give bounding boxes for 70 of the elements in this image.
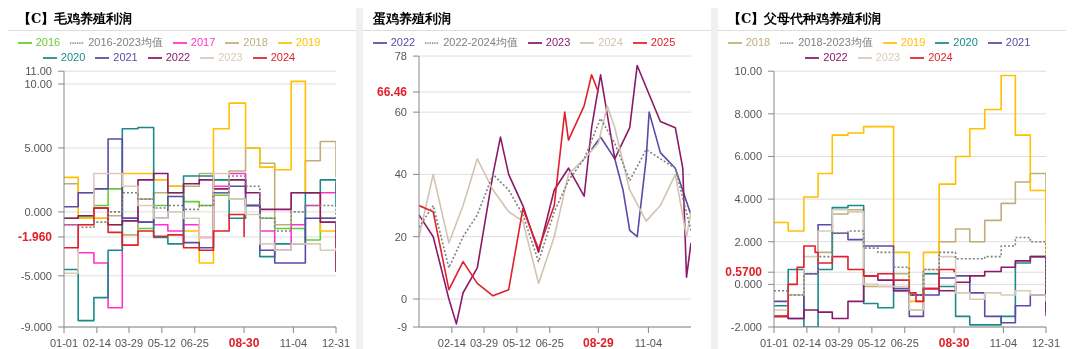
legend-label: 2017 xyxy=(190,36,216,48)
legend-label: 2018-2023均值 xyxy=(798,36,873,48)
x-tick-label: 05-12 xyxy=(147,337,176,349)
x-tick-label: 11-04 xyxy=(989,337,1018,349)
y-tick-label: -5.000 xyxy=(20,269,52,282)
y-tick-label: 11.00 xyxy=(25,65,52,78)
y-tick-label: 10.00 xyxy=(24,77,52,90)
legend-label: 2023 xyxy=(875,51,901,64)
y-tick-label: 0.000 xyxy=(24,205,52,218)
x-tick-label: 06-25 xyxy=(180,337,209,349)
x-tick-label: 01-01 xyxy=(49,337,79,349)
y-tick-label: 40 xyxy=(394,168,407,181)
legend-label: 2021 xyxy=(113,51,138,64)
legend-label: 2021 xyxy=(1005,36,1031,48)
legend-label: 2018 xyxy=(745,36,771,48)
legend-label: 2022 xyxy=(390,36,416,48)
legend-label: 2023 xyxy=(545,36,571,48)
y-tick-label: 4.000 xyxy=(734,193,762,206)
legend-label: 2024 xyxy=(928,51,953,64)
legend-label: 2016 xyxy=(35,36,61,48)
x-tick-label: 11-04 xyxy=(279,337,308,349)
legend-label: 2018 xyxy=(243,36,268,48)
legend-label: 2022 xyxy=(165,51,191,64)
legend-label: 2024 xyxy=(270,51,296,64)
chart-title: 【C】毛鸡养殖利润 xyxy=(8,8,356,31)
y-tick-label: 60 xyxy=(394,106,407,119)
y-tick-label: 5.000 xyxy=(24,141,52,154)
x-tick-label: 02-14 xyxy=(437,337,466,349)
x-tick-label: 02-14 xyxy=(792,337,821,349)
x-tick-label: 05-12 xyxy=(502,337,531,349)
legend-label: 2022 xyxy=(823,51,848,64)
chart-title: 蛋鸡养殖利润 xyxy=(363,8,711,31)
chart-title: 【C】父母代种鸡养殖利润 xyxy=(718,8,1066,31)
y-tick-label: -1.960 xyxy=(17,229,53,244)
x-tick-label: 08-30 xyxy=(938,336,970,349)
x-tick-label: 03-29 xyxy=(469,337,499,349)
x-tick-label: 06-25 xyxy=(535,337,564,349)
y-tick-label: 20 xyxy=(394,230,407,243)
x-tick-label: 06-25 xyxy=(890,337,919,349)
legend-label: 2016-2023均值 xyxy=(88,36,163,48)
legend-label: 2024 xyxy=(598,36,623,48)
legend-label: 2020 xyxy=(60,51,86,64)
x-tick-label: 03-29 xyxy=(114,337,144,349)
x-tick-label: 12-31 xyxy=(1031,337,1061,349)
legend-label: 2025 xyxy=(650,36,676,48)
x-tick-label: 03-29 xyxy=(824,337,854,349)
y-tick-label: 8.000 xyxy=(734,107,762,120)
x-tick-label: 12-31 xyxy=(321,337,351,349)
y-tick-label: -2.000 xyxy=(730,321,762,333)
y-tick-label: 66.46 xyxy=(376,85,408,100)
legend-label: 2022-2024均值 xyxy=(443,36,518,48)
y-tick-label: 0.5700 xyxy=(725,265,763,280)
y-tick-label: 0 xyxy=(400,292,407,305)
legend-label: 2020 xyxy=(953,36,978,48)
x-tick-label: 05-12 xyxy=(857,337,886,349)
legend-label: 2019 xyxy=(295,36,321,48)
y-tick-label: 10.00 xyxy=(734,65,762,78)
y-tick-label: -9.000 xyxy=(20,321,52,333)
legend-label: 2023 xyxy=(218,51,243,64)
x-tick-label: 08-30 xyxy=(228,336,260,349)
legend-label: 2019 xyxy=(900,36,926,48)
y-tick-label: -9 xyxy=(397,321,407,333)
y-tick-label: 78 xyxy=(394,50,407,63)
x-tick-label: 01-01 xyxy=(759,337,789,349)
y-tick-label: 0.000 xyxy=(734,278,762,291)
y-tick-label: 2.000 xyxy=(734,235,762,248)
x-tick-label: 08-29 xyxy=(582,336,615,349)
x-tick-label: 11-04 xyxy=(634,337,663,349)
x-tick-label: 02-14 xyxy=(82,337,111,349)
y-tick-label: 6.000 xyxy=(734,150,762,163)
